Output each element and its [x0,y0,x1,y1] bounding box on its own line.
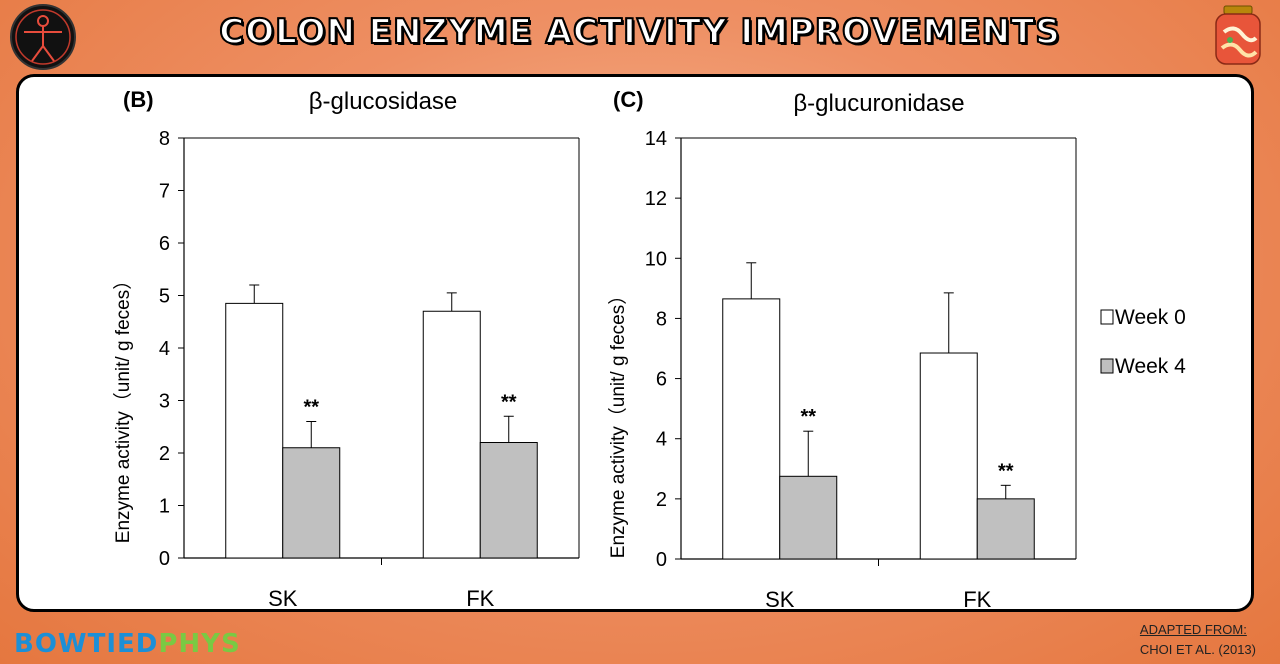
charts-canvas: (B) β-glucosidase Enzyme activity（unit/ … [112,87,1186,612]
legend-swatch-week4 [1100,358,1114,374]
chart-b-title: β-glucosidase [309,88,458,115]
chart-b-significance-mark: ** [501,391,517,413]
chart-c-y-tick-label: 0 [656,549,667,571]
chart-b: (B) β-glucosidase Enzyme activity（unit/ … [112,87,580,611]
chart-c-panel-label: (C) [613,87,644,112]
chart-b-y-tick-label: 0 [159,548,170,570]
chart-b-y-tick-label: 5 [159,286,170,308]
chart-b-y-tick-label: 7 [159,181,170,203]
chart-c-significance-mark: ** [800,406,816,428]
kimchi-jar-icon [1210,4,1266,66]
chart-c-bar-week4-sk [779,475,838,560]
chart-c-bar-week0-fk [919,352,978,560]
chart-c-y-axis-label: Enzyme activity（unit/ g feces） [607,286,629,558]
chart-c-y-tick-label: 8 [656,308,667,330]
chart-c-bar-week4-fk [976,498,1035,560]
chart-panel: (B) β-glucosidase Enzyme activity（unit/ … [16,74,1254,612]
brand-part1: BOWTIED [14,629,159,659]
vitruvian-logo-icon [10,4,76,70]
chart-b-bar-week0-fk [422,310,481,559]
legend-label-week0: Week 0 [1115,306,1186,329]
legend-label-week4: Week 4 [1115,355,1186,378]
chart-c-y-tick-label: 14 [645,128,667,150]
chart-b-y-tick-label: 2 [159,443,170,465]
legend-swatch-week0 [1100,309,1114,325]
source-credit: ADAPTED FROM: CHOI ET AL. (2013) [1140,620,1256,660]
chart-b-x-tick-label: FK [466,586,494,609]
chart-c-y-tick-label: 4 [656,429,667,451]
chart-b-x-tick-label: SK [268,586,298,609]
credit-line1: ADAPTED FROM: [1139,622,1247,637]
chart-c-x-tick-label: FK [963,587,991,609]
chart-b-bar-week0-sk [225,302,284,559]
chart-c-y-tick-label: 6 [656,369,667,391]
chart-b-bar-week4-sk [282,447,341,559]
chart-c-y-tick-label: 12 [645,188,667,210]
chart-c-bar-week0-sk [722,298,781,560]
brand-logo: BOWTIEDPHYS [14,629,241,659]
chart-c: (C) β-glucuronidase Enzyme activity（unit… [607,87,1077,612]
chart-c-y-tick-label: 10 [645,248,667,270]
chart-c-x-tick-label: SK [765,587,795,609]
chart-c-significance-mark: ** [998,460,1014,482]
chart-c-title: β-glucuronidase [793,90,964,117]
chart-b-panel-label: (B) [123,87,154,112]
chart-b-y-tick-label: 1 [159,496,170,518]
chart-b-bar-week4-fk [479,442,538,559]
legend: Week 0 Week 4 [1100,306,1186,378]
chart-b-y-tick-label: 4 [159,338,170,360]
chart-c-y-tick-label: 2 [656,489,667,511]
credit-line2: CHOI ET AL. (2013) [1139,642,1256,657]
page-title: COLON ENZYME ACTIVITY IMPROVEMENTS [218,11,1061,53]
chart-b-y-tick-label: 6 [159,233,170,255]
chart-b-significance-mark: ** [303,397,319,419]
chart-b-y-tick-label: 3 [159,391,170,413]
chart-b-y-tick-label: 8 [159,128,170,150]
chart-b-y-axis-label: Enzyme activity（unit/ g feces） [112,271,134,543]
brand-part2: PHYS [158,629,241,659]
